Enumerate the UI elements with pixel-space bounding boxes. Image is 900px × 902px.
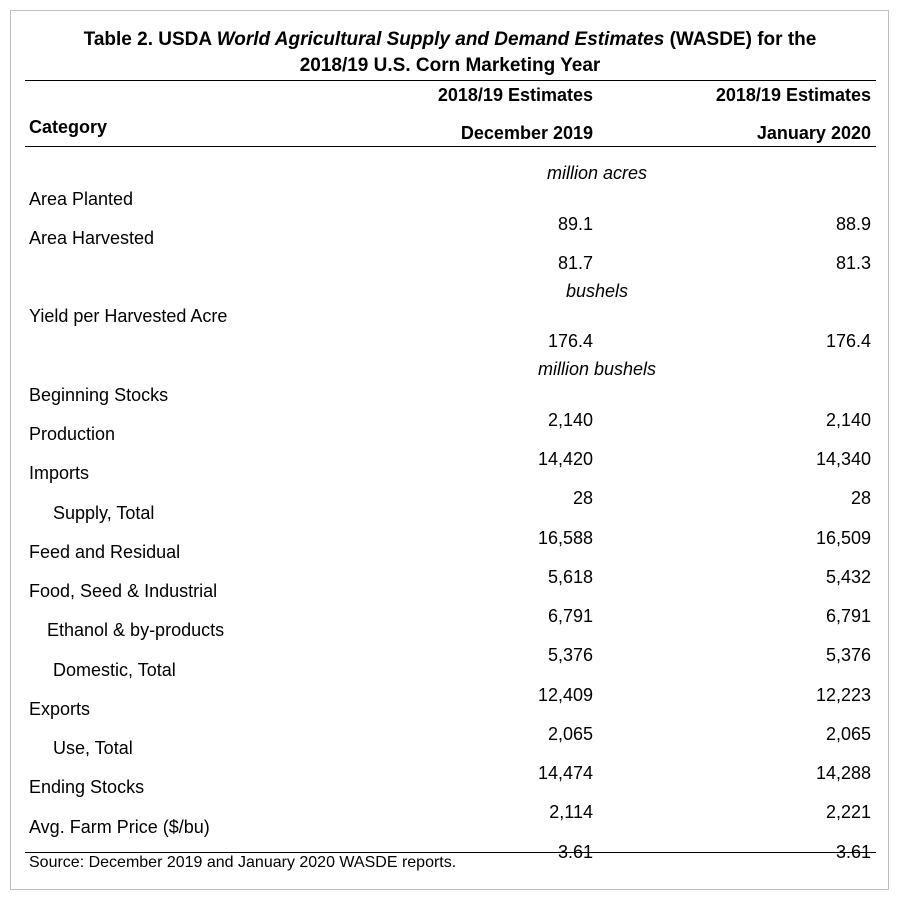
row-value-january: 6,791 xyxy=(825,606,871,626)
row-value-december: 2,065 xyxy=(547,724,593,744)
row-value-december: 81.7 xyxy=(557,253,593,273)
unit-million-bushels: million bushels xyxy=(537,359,657,379)
row-value-december: 14,420 xyxy=(537,449,593,469)
row-label: Area Harvested xyxy=(29,228,155,248)
row-value-january: 16,509 xyxy=(815,528,871,548)
row-value-january: 28 xyxy=(850,488,871,508)
source-note: Source: December 2019 and January 2020 W… xyxy=(29,854,457,871)
row-label: Ending Stocks xyxy=(29,777,145,797)
row-label: Yield per Harvested Acre xyxy=(29,306,228,326)
row-label: Exports xyxy=(29,699,91,719)
row-value-december: 2,114 xyxy=(549,802,593,822)
row-label: Feed and Residual xyxy=(29,542,181,562)
row-value-december: 28 xyxy=(572,488,593,508)
row-label: Beginning Stocks xyxy=(29,385,169,405)
row-value-december: 89.1 xyxy=(557,214,593,234)
row-value-december: 5,618 xyxy=(547,567,593,587)
col2-header-line2: January 2020 xyxy=(756,123,871,143)
row-label: Avg. Farm Price ($/bu) xyxy=(29,817,210,837)
title-suffix: (WASDE) for the xyxy=(664,29,817,50)
unit-bushels: bushels xyxy=(565,281,629,301)
row-value-december: 16,588 xyxy=(537,528,593,548)
row-value-january: 14,340 xyxy=(815,449,871,469)
row-value-january: 2,221 xyxy=(825,802,871,822)
col1-header-line2: December 2019 xyxy=(460,123,593,143)
row-value-december: 2,140 xyxy=(547,410,593,430)
row-value-december: 12,409 xyxy=(537,685,593,705)
row-value-january: 12,223 xyxy=(815,685,871,705)
row-label: Supply, Total xyxy=(53,503,155,523)
row-value-december: 5,376 xyxy=(547,645,593,665)
row-label: Imports xyxy=(29,463,90,483)
row-value-december: 6,791 xyxy=(547,606,593,626)
row-label: Domestic, Total xyxy=(53,660,176,680)
table-title-line2: 2018/19 U.S. Corn Marketing Year xyxy=(299,55,601,76)
row-label: Ethanol & by-products xyxy=(47,620,225,640)
row-value-january: 5,432 xyxy=(825,567,871,587)
row-value-january: 14,288 xyxy=(815,763,871,783)
unit-million-acres: million acres xyxy=(546,163,648,183)
row-value-december: 14,474 xyxy=(537,763,593,783)
row-value-january: 81.3 xyxy=(835,253,871,273)
row-value-january: 176.4 xyxy=(825,331,871,351)
category-header: Category xyxy=(29,117,108,137)
table-title: Table 2. USDA World Agricultural Supply … xyxy=(20,28,880,52)
top-rule xyxy=(25,80,876,81)
row-label: Production xyxy=(29,424,116,444)
row-value-january: 5,376 xyxy=(825,645,871,665)
row-label: Area Planted xyxy=(29,189,134,209)
row-value-december: 176.4 xyxy=(547,331,593,351)
col2-header-line1: 2018/19 Estimates xyxy=(715,85,871,105)
row-label: Use, Total xyxy=(53,738,133,758)
title-italic: World Agricultural Supply and Demand Est… xyxy=(216,29,665,50)
title-prefix: Table 2. USDA xyxy=(83,29,217,50)
header-rule xyxy=(25,146,876,147)
row-value-january: 88.9 xyxy=(835,214,871,234)
table-frame xyxy=(10,10,889,890)
bottom-rule xyxy=(25,852,876,853)
row-value-january: 2,065 xyxy=(825,724,871,744)
row-value-january: 2,140 xyxy=(825,410,871,430)
row-label: Food, Seed & Industrial xyxy=(29,581,218,601)
col1-header-line1: 2018/19 Estimates xyxy=(437,85,593,105)
